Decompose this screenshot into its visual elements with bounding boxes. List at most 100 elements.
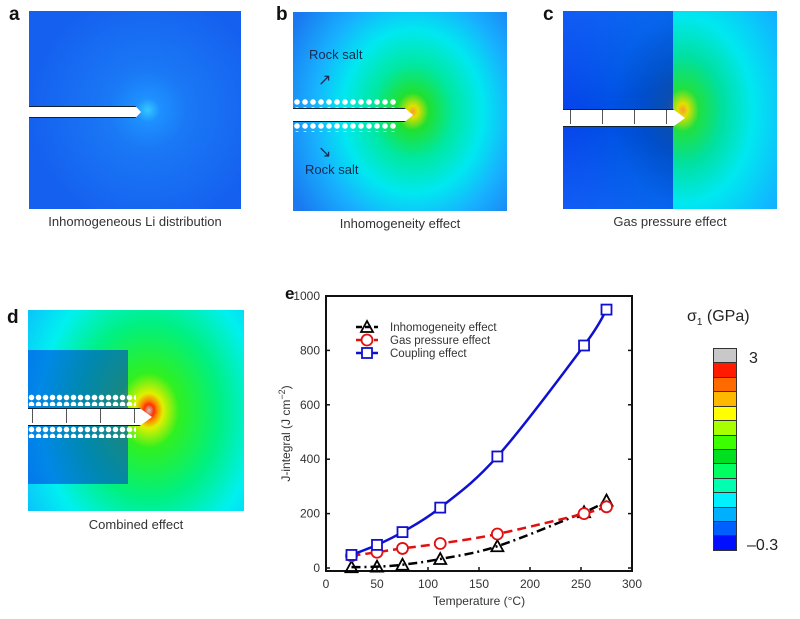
series-line (351, 505, 607, 557)
data-point-square (371, 538, 383, 551)
data-point-triangle (343, 559, 360, 574)
crack (29, 106, 141, 118)
colorbar-segment (714, 463, 736, 478)
rock-salt-particles-top (28, 394, 136, 406)
series-line (351, 308, 608, 557)
panel-d-label: d (7, 307, 19, 328)
y-tick-label: 600 (300, 398, 320, 412)
panel-e-label: e (285, 284, 295, 303)
data-point-triangle (489, 538, 505, 553)
colorbar-segment (714, 477, 736, 493)
data-point-circle (360, 333, 374, 347)
colorbar-title-symbol: σ (687, 308, 697, 325)
data-point-circle (490, 527, 504, 541)
dark-shadow-bottom (563, 125, 673, 209)
rock-salt-particles-bottom (28, 426, 136, 438)
panel-c-label: c (543, 4, 554, 25)
colorbar-segment (714, 376, 736, 392)
y-tick-label: 200 (300, 507, 320, 521)
data-point-circle (370, 545, 384, 559)
data-point-triangle (576, 504, 592, 519)
panel-a-label: a (9, 4, 20, 25)
colorbar-segment (714, 448, 736, 464)
x-axis-label: Temperature (°C) (433, 594, 525, 608)
arrow-down-icon: ↘ (318, 144, 332, 161)
data-point-circle (396, 542, 409, 555)
rock-salt-label-top: Rock salt (309, 47, 363, 62)
rock-salt-particles-top (293, 98, 398, 108)
legend-label: Inhomogeneity effect (390, 322, 497, 334)
panel-a-caption: Inhomogeneous Li distribution (48, 214, 222, 229)
x-tick-label: 150 (469, 577, 489, 591)
y-tick-label: 800 (300, 343, 320, 357)
x-tick-label: 0 (323, 577, 330, 591)
series-coupling-effect (345, 303, 613, 561)
crack (293, 108, 413, 122)
data-point-triangle (394, 556, 411, 571)
data-point-square (491, 450, 504, 463)
x-tick-label: 250 (571, 577, 591, 591)
gas-pressure-arrows (32, 409, 142, 423)
legend-label: Gas pressure effect (390, 335, 491, 347)
y-axis-label: J-integral (J cm−2) (277, 385, 293, 481)
gas-pressure-arrows (570, 110, 675, 124)
colorbar-title-unit: (GPa) (706, 308, 750, 325)
y-tick-label: 400 (300, 452, 320, 466)
panel-d-stress-map (28, 310, 244, 511)
colorbar-segment (714, 420, 736, 435)
panel-c-stress-map (563, 11, 777, 209)
data-point-square (345, 549, 358, 561)
panel-b-caption: Inhomogeneity effect (339, 216, 461, 231)
colorbar-min-label: –0.3 (747, 537, 779, 554)
colorbar-max-label: 3 (749, 350, 758, 367)
series-inhomogeneity-effect (343, 492, 615, 574)
legend-item: Coupling effect (356, 347, 467, 360)
data-point-square (361, 347, 373, 359)
colorbar-segment (714, 391, 736, 406)
data-point-circle (345, 549, 358, 563)
x-tick-label: 50 (370, 577, 384, 591)
colorbar-title-subscript: 1 (696, 317, 703, 329)
panel-c-caption: Gas pressure effect (613, 214, 727, 229)
colorbar-segment (714, 535, 736, 550)
data-point-square (396, 526, 409, 538)
panel-a-stress-map (29, 11, 241, 209)
colorbar-segment (714, 506, 736, 522)
panel-b-stress-map: Rock salt Rock salt ↗ ↘ (293, 12, 507, 211)
colorbar-segment (714, 362, 736, 377)
y-tick-label: 1000 (293, 289, 320, 303)
arrow-up-icon: ↗ (318, 72, 332, 89)
data-point-square (600, 303, 613, 316)
x-tick-label: 200 (520, 577, 540, 591)
series-line (351, 499, 608, 569)
colorbar-segment (714, 492, 736, 507)
x-tick-label: 100 (418, 577, 438, 591)
legend-item: Inhomogeneity effect (356, 319, 497, 334)
data-point-square (578, 339, 590, 352)
data-point-circle (433, 537, 447, 550)
colorbar-segment (714, 521, 736, 536)
rock-salt-label-bottom: Rock salt (305, 162, 359, 177)
data-point-circle (577, 507, 591, 520)
colorbar-segment (714, 434, 736, 449)
y-tick-label: 0 (313, 561, 320, 575)
colorbar-segment (714, 405, 736, 421)
rock-salt-particles-bottom (293, 122, 398, 132)
dark-shadow-top (563, 11, 673, 109)
panel-d-caption: Combined effect (88, 517, 184, 532)
panel-b-label: b (276, 4, 288, 25)
data-point-triangle (598, 492, 615, 507)
legend-label: Coupling effect (390, 348, 467, 360)
legend-item: Gas pressure effect (356, 333, 491, 347)
data-point-triangle (359, 319, 375, 333)
colorbar-segment (714, 349, 736, 363)
x-tick-label: 300 (622, 577, 642, 591)
plot-frame (325, 295, 633, 572)
data-point-triangle (369, 558, 385, 573)
data-point-circle (600, 500, 613, 514)
series-gas-pressure-effect (345, 500, 613, 563)
data-point-square (434, 501, 447, 514)
colorbar-title: σ1 (GPa) (687, 308, 750, 328)
data-point-triangle (432, 551, 448, 565)
colorbar (713, 348, 737, 551)
